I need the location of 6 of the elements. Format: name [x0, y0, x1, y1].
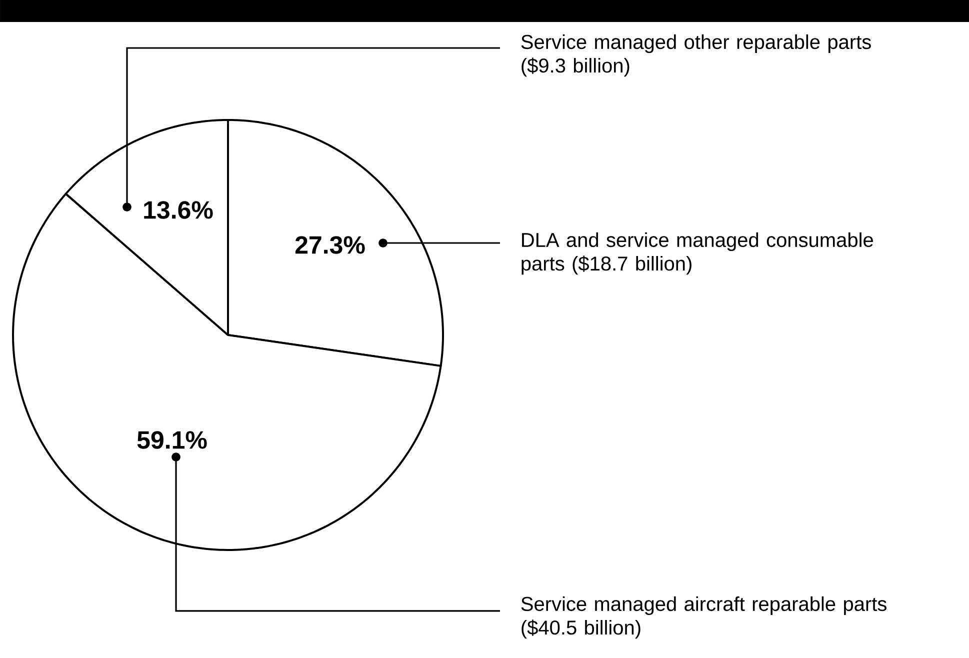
data-label: 59.1% [137, 431, 207, 449]
data-label: 27.3% [295, 236, 365, 254]
slice-label: DLA and service managed consumable parts ($18.7 billion) [522, 232, 873, 275]
slice-label: Service managed other reparable parts ($9.3 billion) [521, 34, 871, 77]
slice-label: Service managed aircraft reparable parts ($40.5 billion) [521, 596, 886, 639]
data-label: 13.6% [144, 201, 213, 219]
